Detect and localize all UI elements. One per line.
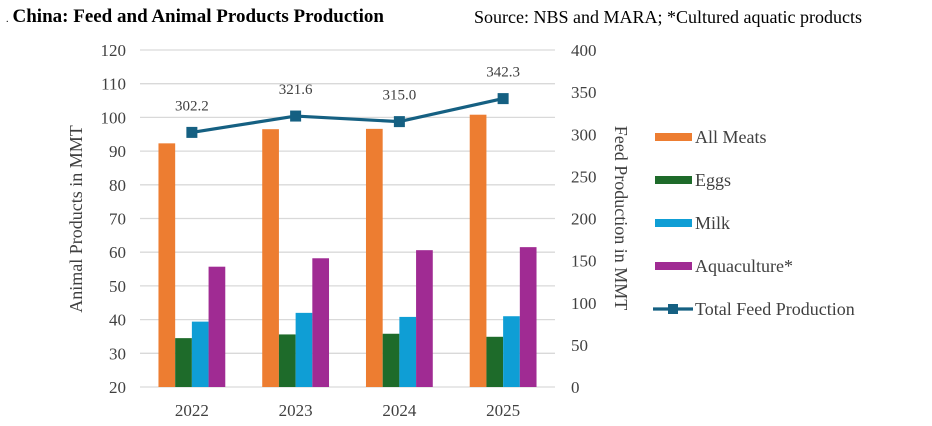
y-tick-label: 80 [109,176,126,195]
y-tick-label: 50 [109,277,126,296]
y2-tick-label: 0 [571,378,580,397]
y-tick-label: 70 [109,210,126,229]
feed-line-group: 302.2 321.6 315.0 342.3 [175,65,520,138]
feed-marker-2023 [290,110,302,122]
legend-label: All Meats [695,127,767,147]
feed-data-label-2024: 315.0 [383,88,417,104]
bar-eggs-2023 [278,334,296,387]
bar-aquaculture-2024 [416,250,433,387]
legend: All Meats Eggs Milk Aquaculture* Total Feed … [653,127,855,319]
y-tick-label: 60 [109,243,126,262]
legend-label: Milk [695,213,730,233]
legend-swatch [655,176,692,184]
feed-marker-2022 [186,126,198,138]
bar-milk-2022 [191,321,209,387]
bar-aquaculture-2023 [312,258,330,387]
y2-tick-label: 50 [571,336,588,355]
legend-swatch [655,219,692,227]
y2-tick-label: 250 [571,167,597,186]
x-axis-ticks: 2022 2023 2024 2025 [175,401,520,420]
bar-eggs-2025 [486,336,504,387]
x-tick-label: 2025 [486,401,520,420]
y-tick-label: 110 [101,75,126,94]
bar-all-meats-2023 [262,129,279,387]
legend-swatch [655,133,692,141]
bars [158,114,537,387]
y-tick-label: 40 [109,311,126,330]
feed-data-label-2023: 321.6 [279,82,313,98]
legend-item-total-feed-production: Total Feed Production [653,299,855,319]
feed-marker-2025 [497,93,509,105]
chart-source-note: Source: NBS and MARA; *Cultured aquatic … [474,7,862,27]
bar-all-meats-2024 [365,128,383,387]
bullet-dot: . [6,14,9,25]
y2-tick-label: 200 [571,210,597,229]
bar-aquaculture-2025 [519,247,537,387]
chart-title: . China: Feed and Animal Products Product… [6,6,384,28]
y2-tick-label: 350 [571,83,597,102]
chart-title-text: China: Feed and Animal Products Producti… [12,6,384,27]
feed-production-line [191,97,504,134]
x-tick-label: 2022 [175,401,209,420]
legend-item-aquaculture: Aquaculture* [655,256,793,276]
legend-marker-swatch [668,304,678,314]
legend-label: Aquaculture* [695,256,793,276]
legend-swatch [655,262,692,270]
feed-data-label-2025: 342.3 [486,65,520,81]
bar-eggs-2022 [175,338,192,387]
feed-marker-2024 [393,116,405,128]
y-tick-label: 120 [101,41,127,60]
y-tick-label: 100 [101,108,127,127]
y-axis-left-label: Animal Products in MMT [66,125,86,313]
y-axis-right-label: Feed Production in MMT [611,126,631,311]
y-axis-left-ticks: 20 30 40 50 60 70 80 90 100 110 120 [101,41,127,397]
legend-label: Eggs [695,170,731,190]
legend-item-all-meats: All Meats [655,127,767,147]
y2-tick-label: 300 [571,125,597,144]
bar-milk-2025 [503,316,520,387]
legend-item-eggs: Eggs [655,170,731,190]
y-axis-right-ticks: 0 50 100 150 200 250 300 350 400 [571,41,597,397]
y-tick-label: 20 [109,378,126,397]
bar-milk-2024 [399,316,417,387]
legend-label: Total Feed Production [695,299,855,319]
y-tick-label: 30 [109,344,126,363]
x-tick-label: 2023 [279,401,313,420]
y-tick-label: 90 [109,142,126,161]
feed-data-label-2022: 302.2 [175,98,209,114]
y2-tick-label: 100 [571,294,597,313]
bar-aquaculture-2022 [208,266,226,387]
bar-all-meats-2025 [469,114,487,387]
y2-tick-label: 150 [571,252,597,271]
x-tick-label: 2024 [382,401,417,420]
bar-all-meats-2022 [158,143,176,387]
legend-item-milk: Milk [655,213,730,233]
y2-tick-label: 400 [571,41,597,60]
bar-eggs-2024 [382,333,400,387]
bar-milk-2023 [295,312,313,387]
